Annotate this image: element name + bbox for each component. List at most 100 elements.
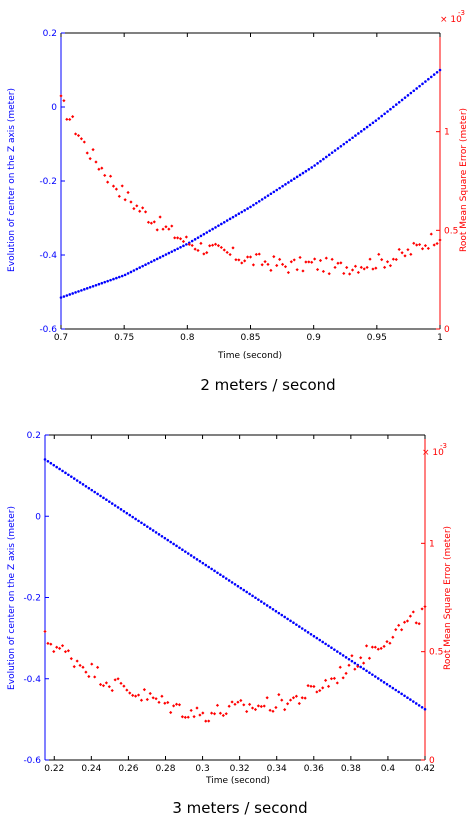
data-point [345,140,349,144]
x-tick-label: 0.22 [44,764,64,774]
data-point [319,159,322,163]
right-exponent-power: -3 [458,9,465,17]
data-point [155,228,159,232]
x-tick-label: 0.3 [195,764,209,774]
data-point [186,715,190,719]
data-point [91,148,95,152]
data-point [272,255,276,259]
data-point [339,261,343,265]
data-point [239,586,243,590]
data-point [58,467,61,471]
data-point [96,492,99,496]
data-point [257,199,261,203]
y-left-tick-label: 0 [51,103,57,113]
data-point [139,698,144,702]
data-point [333,648,336,651]
y-axis-label-left: Evolution of center on the Z axis (meter… [7,88,17,272]
data-point [103,280,107,284]
data-point [83,288,86,291]
data-point [420,247,425,251]
data-point [275,263,279,268]
data-point [388,684,392,688]
data-point [105,498,108,502]
data-point [344,656,348,659]
data-point [228,217,232,221]
data-point [306,683,310,688]
data-point [202,232,206,236]
x-tick-label: 0.32 [230,764,250,774]
data-point [429,232,433,236]
data-point [185,243,188,246]
data-point [248,702,252,706]
data-point [304,260,308,264]
data-point [426,246,430,251]
data-point [179,245,182,249]
data-point [140,521,143,525]
data-point [80,289,83,292]
data-point [367,656,372,660]
data-point [135,267,139,271]
data-point [388,641,392,645]
data-point [170,250,174,253]
data-point [204,719,208,723]
data-point [207,719,211,723]
data-point [227,704,231,708]
data-point [178,237,183,241]
data-point [76,133,81,138]
data-point [362,267,366,271]
data-point [208,229,211,233]
data-point [280,262,285,266]
data-point [202,252,206,256]
data-point [348,272,352,276]
data-point [291,696,296,700]
data-point [210,567,213,571]
x-tick-label: 0.42 [415,764,435,774]
data-point [269,268,273,272]
data-point [58,646,62,650]
data-point [75,659,79,663]
data-point [371,121,375,125]
data-point [427,77,430,81]
data-point [144,263,147,267]
data-point [126,272,130,275]
data-point [391,686,395,690]
data-point [313,164,316,167]
data-point [87,674,91,679]
data-point [345,265,349,270]
data-point [116,677,120,681]
data-point [146,525,149,528]
data-point [108,500,111,503]
data-point [306,631,310,634]
data-point [324,256,328,260]
data-point [376,647,380,651]
data-point [116,506,120,509]
data-point [318,258,323,263]
data-point [212,712,217,716]
data-point [260,600,263,603]
data-point [324,678,328,682]
y-left-tick-label: -0.2 [39,177,57,187]
data-point [129,270,133,274]
data-point [181,548,184,552]
data-point [330,646,333,650]
data-point [330,151,334,154]
data-point [145,697,149,702]
data-point [234,258,238,262]
right-exponent: × 10 -3 [422,442,447,458]
data-point [217,224,220,227]
data-point [169,540,172,544]
data-point [101,684,106,688]
data-point [301,171,305,175]
y-left-tick-label: 0 [35,512,41,522]
data-point [141,264,144,268]
data-point [347,657,351,661]
right-exponent-power: -3 [440,442,447,450]
data-point [122,684,126,688]
data-point [254,252,258,257]
data-point [248,592,251,596]
data-point [325,155,328,159]
data-point [55,465,58,469]
data-point [377,252,381,256]
data-point [256,704,260,708]
data-point [126,190,130,195]
